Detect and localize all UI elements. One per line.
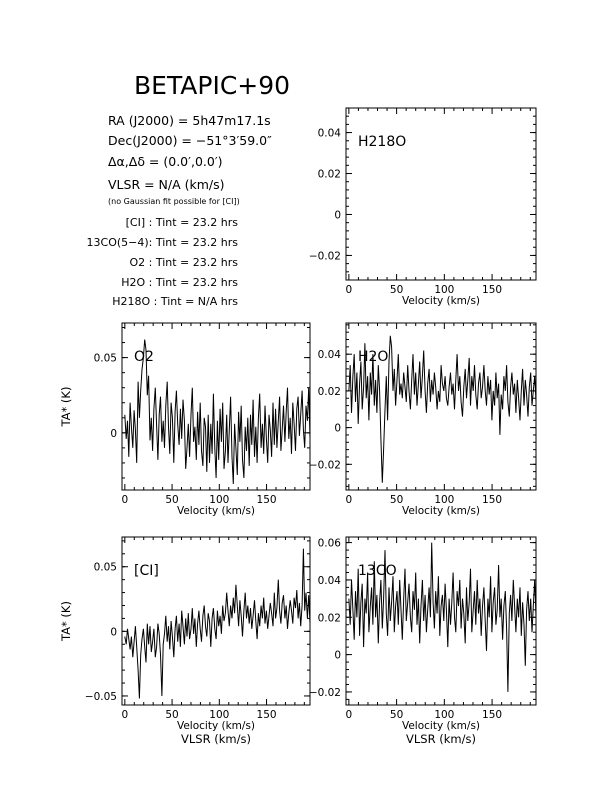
y-tick-label: 0.04 (318, 128, 342, 140)
y-tick-label: 0 (334, 423, 341, 435)
y-tick-label: −0.02 (309, 687, 341, 699)
x-tick-label: 50 (165, 494, 178, 506)
species-label: H218O (358, 134, 406, 150)
spectrum-line (348, 335, 536, 483)
x-tick-label: 50 (165, 709, 178, 721)
x-tick-label: 50 (390, 709, 403, 721)
figure-title: BETAPIC+90 (134, 71, 290, 100)
x-tick-label: 150 (482, 494, 502, 506)
x-tick-label: 150 (257, 709, 277, 721)
y-axis-label: TA* (K) (59, 601, 73, 642)
y-tick-label: 0.04 (318, 575, 342, 587)
panel-o2: 0 50 100 150 0 0.05 Velocity (km/s) TA* (K) O2 (59, 322, 311, 517)
y-tick-label: −0.02 (309, 250, 341, 262)
x-tick-label: 150 (257, 494, 277, 506)
plot-frame (345, 107, 537, 281)
spectrum-line (348, 542, 536, 692)
panel-ci: 0 50 100 150 −0.05 0 0.05 Velocity (km/s)VLSR (… (59, 536, 311, 746)
x-tick-label: 0 (121, 709, 128, 721)
x-tick-label: 50 (390, 284, 403, 296)
y-tick-label: 0 (110, 626, 117, 638)
species-label: [CI] (134, 563, 159, 579)
x-axis-label: Velocity (km/s) (402, 295, 480, 307)
y-tick-label: 0.05 (94, 562, 117, 574)
x-axis-label: Velocity (km/s) (402, 720, 480, 732)
x-tick-label: 150 (482, 709, 502, 721)
x-axis-label-vlsr: VLSR (km/s) (181, 732, 251, 746)
x-tick-label: 150 (482, 284, 502, 296)
y-tick-label: 0.06 (318, 538, 342, 550)
x-axis-label: Velocity (km/s) (177, 505, 255, 517)
tint-h2o: H2O : Tint = 23.2 hrs (121, 276, 238, 289)
x-tick-label: 50 (390, 494, 403, 506)
y-tick-label: 0.02 (318, 386, 341, 398)
x-tick-label: 0 (346, 494, 353, 506)
y-tick-label: 0.04 (318, 349, 342, 361)
tint-h218o: H218O : Tint = N/A hrs (112, 295, 238, 308)
y-tick-label: 0.02 (318, 169, 341, 181)
y-tick-label: −0.02 (309, 459, 341, 471)
plot-frame (121, 322, 311, 491)
x-tick-label: 0 (346, 284, 353, 296)
ra-line: RA (J2000) = 5h47m17.1s (108, 113, 271, 128)
x-tick-label: 100 (434, 709, 454, 721)
y-tick-label: 0.02 (318, 612, 341, 624)
spectrum-line (124, 548, 310, 699)
panel-13co: 0 50 100 150 −0.02 0 0.02 0.04 0.06 Velocity (km/… (309, 536, 537, 746)
y-tick-label: 0 (110, 428, 117, 440)
tint-ci: [CI] : Tint = 23.2 hrs (126, 216, 239, 229)
x-tick-label: 100 (209, 494, 229, 506)
y-tick-label: −0.05 (85, 691, 117, 703)
x-axis-label: Velocity (km/s) (177, 720, 255, 732)
y-axis-label: TA* (K) (59, 387, 73, 428)
y-tick-label: 0 (334, 209, 341, 221)
offset-line: Δα,Δδ = (0.0′,0.0′) (108, 154, 223, 169)
gaussian-note: (no Gaussian fit possible for [CI]) (108, 197, 240, 206)
x-tick-label: 0 (121, 494, 128, 506)
x-axis-label-vlsr: VLSR (km/s) (406, 732, 476, 746)
spectrum-line (124, 339, 310, 485)
x-tick-label: 100 (434, 494, 454, 506)
y-tick-label: 0.05 (94, 353, 117, 365)
x-axis-label: Velocity (km/s) (402, 505, 480, 517)
x-tick-label: 0 (346, 709, 353, 721)
tint-13co: 13CO(5−4): Tint = 23.2 hrs (87, 236, 239, 249)
species-label: 13CO (358, 563, 397, 579)
species-label: O2 (134, 349, 154, 365)
tint-o2: O2 : Tint = 23.2 hrs (129, 256, 238, 269)
panel-h218o: 0 50 100 150 −0.02 0 0.02 0.04 Velocity (km/s) H2… (309, 107, 537, 307)
y-tick-label: 0 (334, 650, 341, 662)
vlsr-line: VLSR = N/A (km/s) (108, 177, 225, 192)
x-tick-label: 100 (209, 709, 229, 721)
x-tick-label: 100 (434, 284, 454, 296)
dec-line: Dec(J2000) = −51°3′59.0″ (108, 133, 272, 148)
